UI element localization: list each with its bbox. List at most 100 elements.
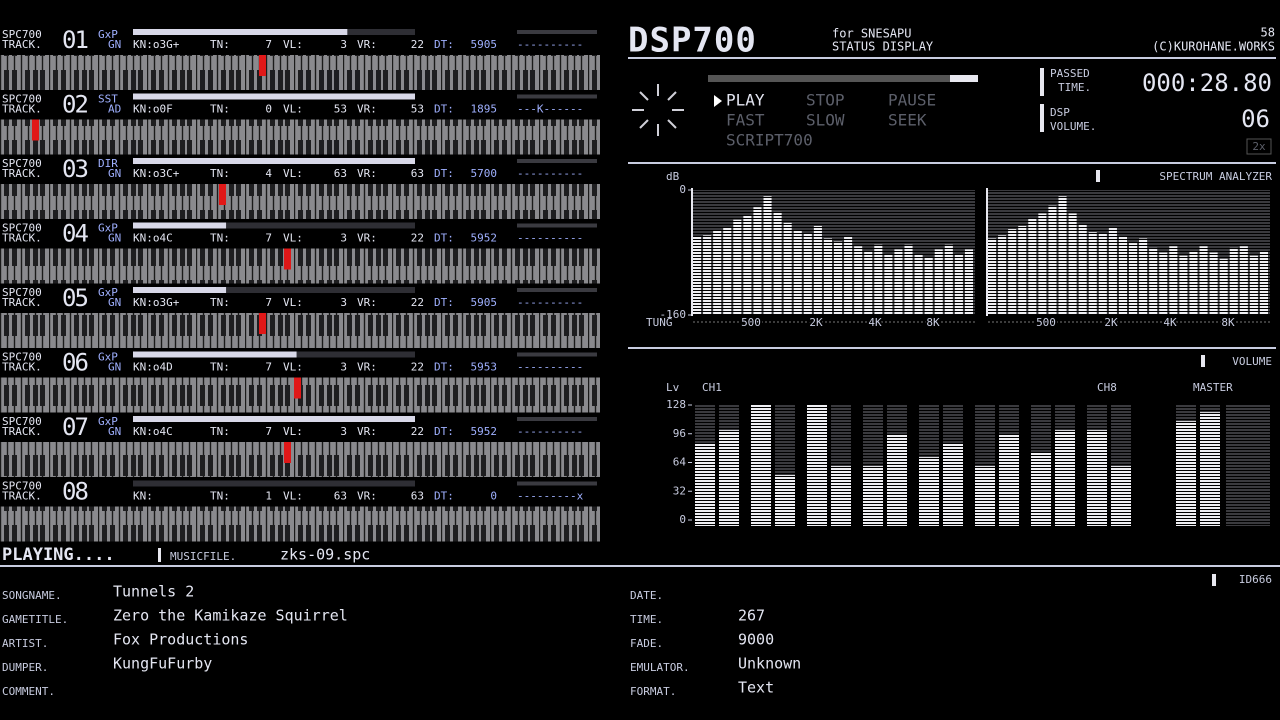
vr: 22 (411, 296, 424, 309)
spectrum-bar (823, 238, 832, 315)
dt: 5952 (471, 425, 498, 438)
dt-label: DT: (434, 38, 454, 51)
flags: ---------- (517, 38, 583, 51)
spectrum-bar (1038, 213, 1047, 315)
spectrum-bar (1259, 250, 1268, 315)
pan-bar (517, 352, 597, 357)
spectrum-bar (713, 230, 722, 315)
freq-label: 8K (1221, 316, 1235, 329)
volume-bar (943, 443, 963, 526)
flags: ---------- (517, 167, 583, 180)
spectrum-bar (924, 257, 933, 315)
slow-button[interactable]: SLOW (806, 111, 845, 130)
chip: SPC700 (2, 222, 42, 235)
track-label: TRACK. (2, 167, 42, 180)
pause-button[interactable]: PAUSE (888, 91, 936, 110)
dt: 5905 (471, 296, 498, 309)
spectrum-bar (693, 236, 702, 315)
volume-bar (1176, 421, 1196, 526)
volume-bar (695, 443, 715, 526)
vr-label: VR: (357, 425, 377, 438)
vl: 3 (340, 425, 347, 438)
dt: 0 (490, 490, 497, 503)
tn: 7 (265, 38, 272, 51)
spectrum-bar (1078, 224, 1087, 315)
seek-handle[interactable] (950, 75, 978, 82)
track-label: TRACK. (2, 296, 42, 309)
keyboard (0, 313, 600, 348)
active-key (32, 119, 39, 141)
frame-counter: 58 (1261, 26, 1275, 40)
track-label: TRACK. (2, 232, 42, 245)
spectrum-bar (813, 225, 822, 315)
seek-bar[interactable] (708, 75, 978, 82)
flags: ---------- (517, 361, 583, 374)
spectrum-bar (1088, 232, 1097, 315)
fast-button[interactable]: FAST (726, 111, 765, 130)
lv-label: Lv (666, 381, 680, 394)
dt: 5905 (471, 38, 498, 51)
spectrum-bar (793, 230, 802, 315)
gametitle-label: GAMETITLE. (2, 613, 68, 626)
vr: 22 (411, 361, 424, 374)
musicfile-label: MUSICFILE. (170, 550, 236, 563)
spectrum-bar (1129, 243, 1138, 315)
dumper-label: DUMPER. (2, 661, 48, 674)
track-label: TRACK. (2, 425, 42, 438)
passed-label: PASSED (1050, 67, 1090, 80)
emulator: Unknown (738, 655, 801, 673)
spectrum-bar (1199, 246, 1208, 315)
keyboard (0, 442, 600, 477)
chip: SPC700 (2, 351, 42, 364)
vr-label: VR: (357, 296, 377, 309)
tn: 7 (265, 425, 272, 438)
master-label: MASTER (1193, 381, 1233, 394)
spectrum-bar (1249, 255, 1258, 315)
marker (1040, 104, 1044, 132)
dt: 5953 (471, 361, 498, 374)
app-subtitle: STATUS DISPLAY (832, 40, 934, 54)
artist-label: ARTIST. (2, 637, 48, 650)
spectrum-bar (753, 207, 762, 315)
play-button[interactable]: PLAY (726, 91, 765, 110)
pan-bar (517, 417, 597, 421)
active-key (284, 442, 291, 463)
freq-label: 500 (741, 316, 761, 329)
spectrum-bar (944, 244, 953, 315)
stop-button[interactable]: STOP (806, 91, 845, 110)
musicfile: zks-09.spc (280, 546, 370, 564)
artist: Fox Productions (113, 631, 248, 649)
freq-label: 8K (926, 316, 940, 329)
key-note: KN:o3G+ (133, 296, 180, 309)
seek-button[interactable]: SEEK (888, 111, 927, 130)
vl: 63 (334, 490, 347, 503)
volume-bar (919, 457, 939, 526)
spectrum-bar (964, 249, 973, 315)
spectrum-bar (733, 219, 742, 315)
time: 267 (738, 607, 765, 625)
spectrum-bar (864, 250, 873, 315)
dt-label: DT: (434, 296, 454, 309)
volume-bar (751, 405, 771, 526)
track-number: 02 (62, 91, 87, 119)
vr-label: VR: (357, 232, 377, 245)
keyboard (0, 55, 600, 90)
dumper: KungFuFurby (113, 655, 212, 673)
dt-label: DT: (434, 490, 454, 503)
tn: 7 (265, 361, 272, 374)
flags: ---------- (517, 296, 583, 309)
flags: ---------- (517, 425, 583, 438)
spectrum-bar (874, 244, 883, 315)
marker (1096, 170, 1100, 182)
envelope: GN (108, 167, 121, 180)
dt-label: DT: (434, 167, 454, 180)
script-button[interactable]: SCRIPT700 (726, 131, 813, 150)
spectrum-bar (1219, 258, 1228, 315)
envelope: GN (108, 232, 121, 245)
dt-label: DT: (434, 103, 454, 116)
active-key (259, 313, 266, 334)
volume-bar (1087, 430, 1107, 526)
marker (158, 548, 161, 562)
